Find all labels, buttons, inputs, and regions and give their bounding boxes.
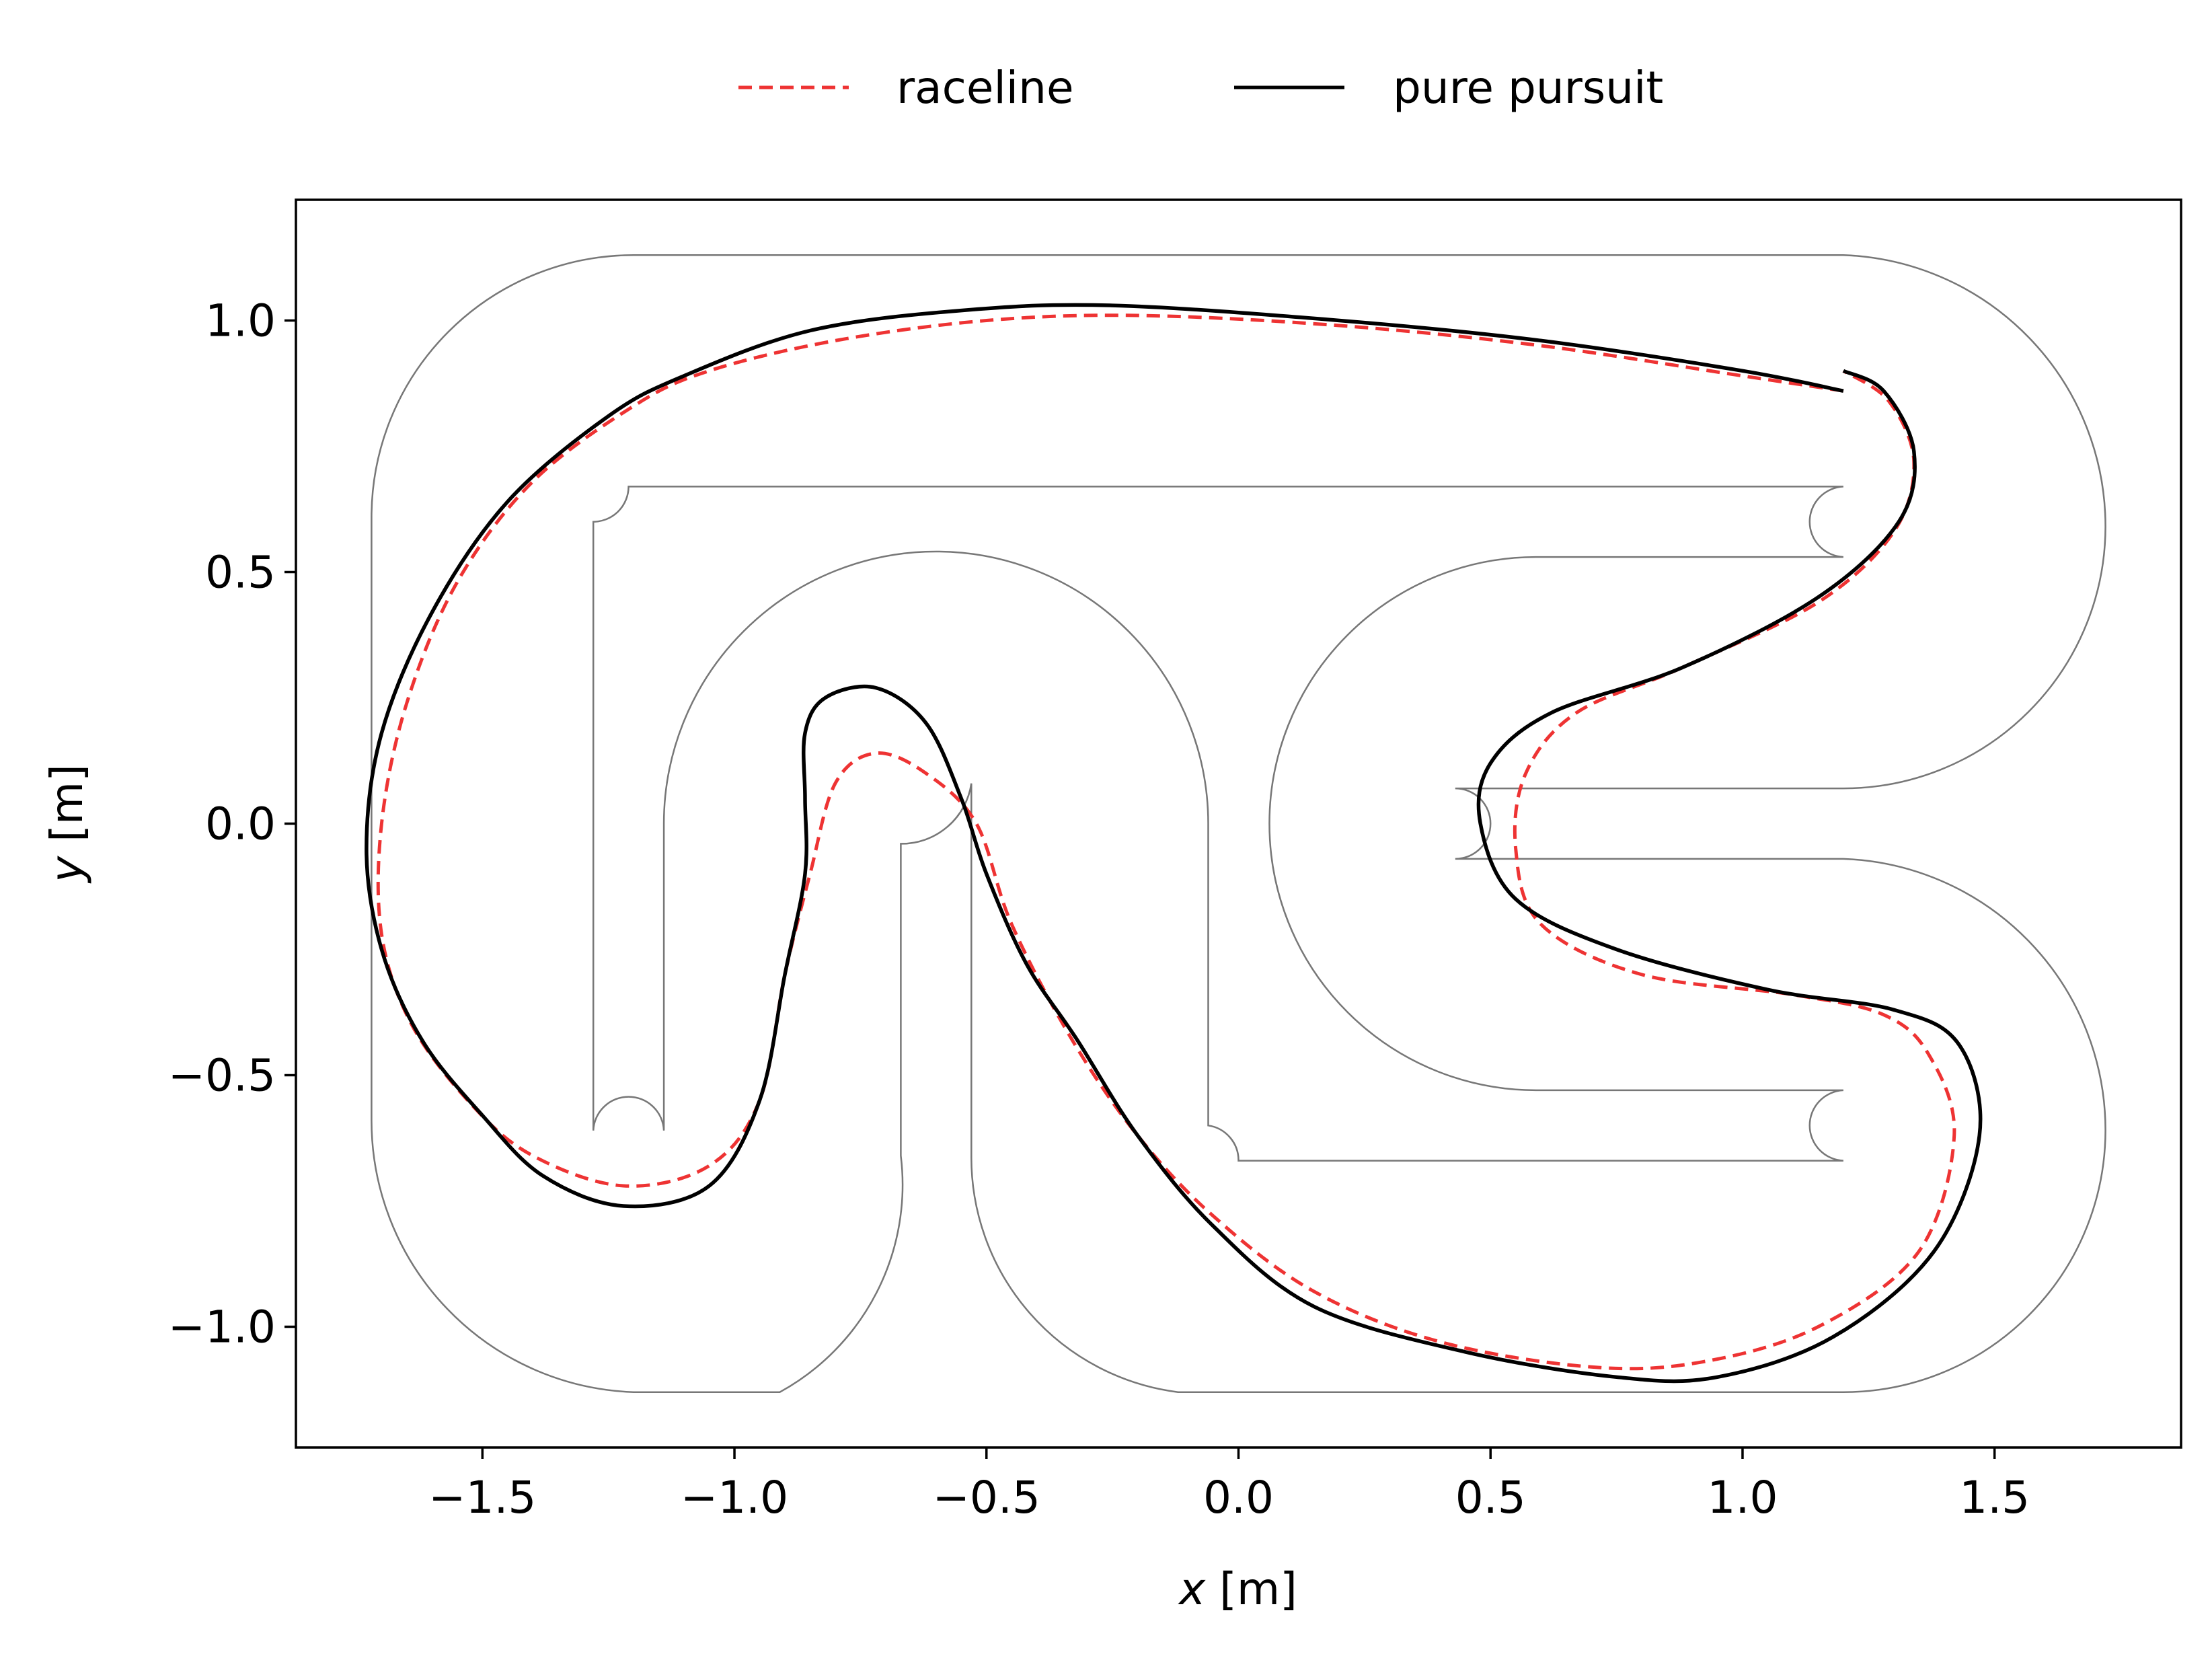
track-boundary-inner [592,486,1843,1162]
series-line-raceline [376,313,1956,1371]
x-tick-label: −0.5 [933,1472,1040,1523]
x-axis-ticks: −1.5 −1.0 −0.5 0.0 0.5 1.0 1.5 [428,1447,2030,1523]
x-tick-label: 1.5 [1959,1472,2030,1523]
x-tick-label: 0.0 [1203,1472,1274,1523]
y-tick-label: −1.0 [168,1301,276,1353]
x-tick-label: 1.0 [1707,1472,1778,1523]
legend: raceline pure pursuit [738,62,1663,114]
legend-label-pure-pursuit: pure pursuit [1393,62,1663,114]
series-line-pure-pursuit [365,303,1983,1384]
y-tick-label: 0.5 [205,547,276,599]
y-tick-label: 0.0 [205,798,276,850]
x-axis-label: x [m] [1178,1563,1297,1615]
y-axis-label: y [m] [41,764,93,884]
track-boundary-outer [371,254,2106,1393]
y-tick-label: −0.5 [168,1049,276,1101]
legend-label-raceline: raceline [897,62,1074,114]
y-tick-label: 1.0 [205,295,276,347]
x-tick-label: 0.5 [1455,1472,1526,1523]
y-axis-ticks: −1.0 −0.5 0.0 0.5 1.0 [168,295,296,1353]
plot-series [365,303,1983,1384]
track-outline [371,254,2106,1393]
x-tick-label: −1.5 [428,1472,536,1523]
x-tick-label: −1.0 [681,1472,788,1523]
